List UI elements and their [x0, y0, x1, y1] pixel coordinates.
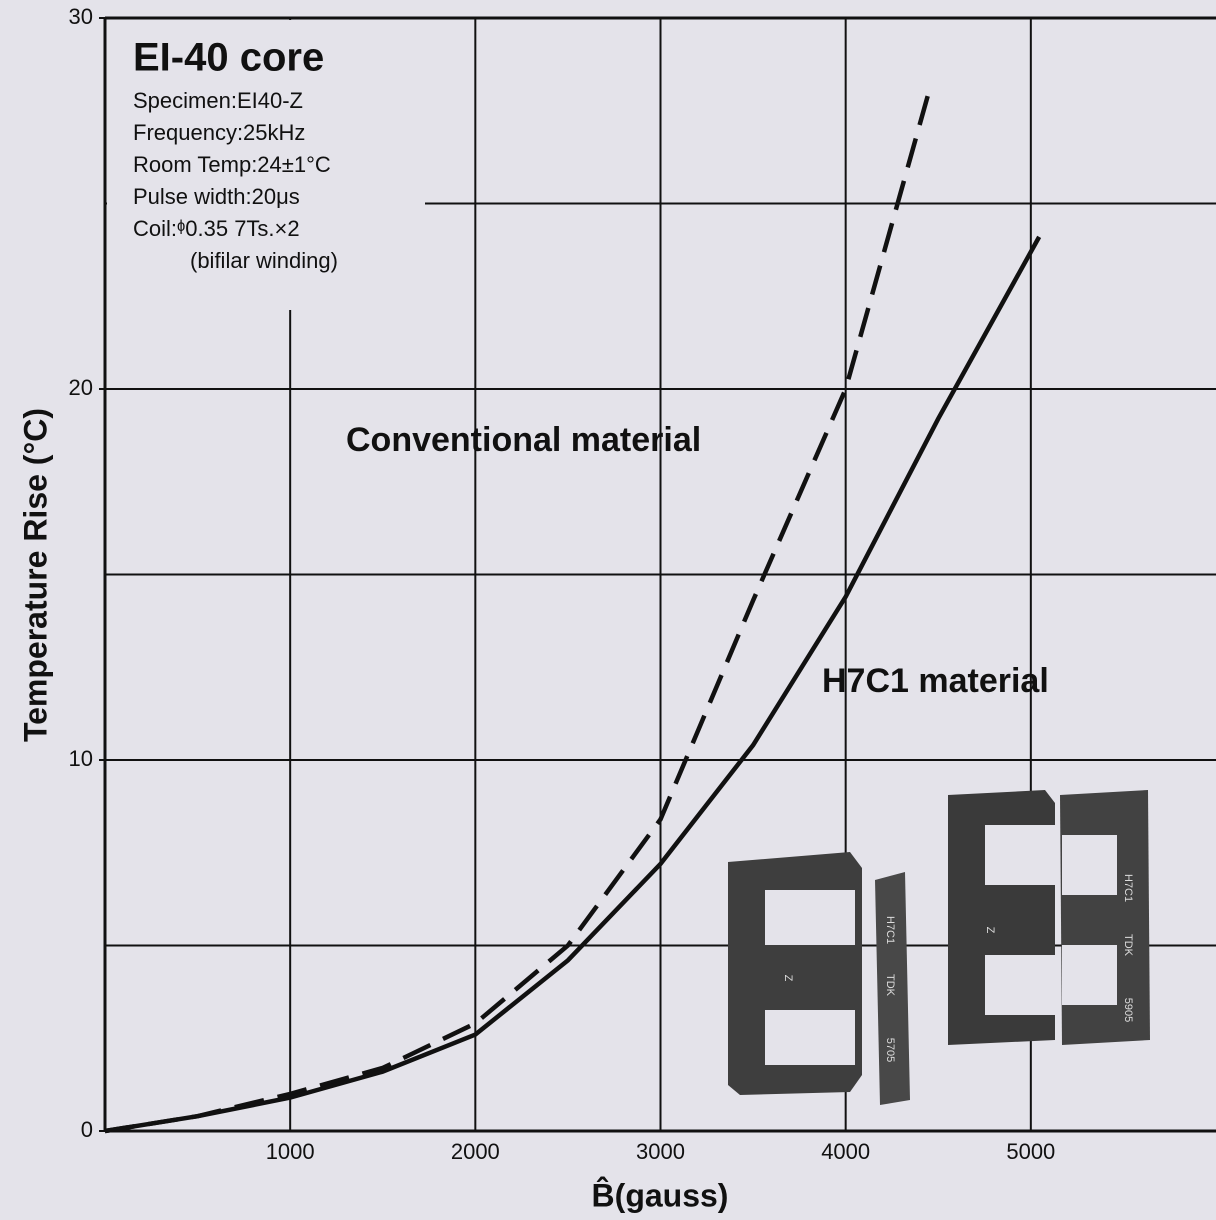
- condition-text: Room Temp:24±1°C: [133, 152, 331, 177]
- x-tick-label: 2000: [451, 1139, 500, 1164]
- photo-label: H7C1: [884, 916, 896, 944]
- core-slot: [985, 825, 1055, 885]
- core-e-right: [1060, 790, 1150, 1045]
- y-tick-label: 10: [69, 746, 93, 771]
- series-label: H7C1 material: [822, 662, 1049, 700]
- photo-label: TDK: [884, 974, 896, 997]
- photo-label: H7C1: [1122, 874, 1134, 902]
- series-label: Conventional material: [346, 421, 701, 459]
- photo-label: 5905: [1122, 998, 1134, 1022]
- core-slot: [985, 955, 1055, 1015]
- core-i-left: [875, 872, 910, 1105]
- x-axis-label: B̂(gauss): [592, 1177, 729, 1214]
- core-slot: [1062, 835, 1117, 895]
- core-slot: [765, 890, 855, 945]
- core-photo: [728, 790, 1150, 1105]
- condition-text: (bifilar winding): [190, 248, 338, 273]
- data-line: [104, 235, 1042, 1134]
- y-tick-label: 0: [81, 1117, 93, 1142]
- chart-title: EI-40 core: [133, 36, 324, 80]
- y-axis-label: Temperature Rise (°C): [17, 408, 53, 742]
- x-tick-label: 3000: [636, 1139, 685, 1164]
- y-tick-label: 20: [69, 375, 93, 400]
- core-slot: [1062, 945, 1117, 1005]
- core-slot: [765, 1010, 855, 1065]
- photo-label: 5705: [884, 1038, 896, 1062]
- photo-label: Z: [782, 975, 794, 982]
- condition-text: Pulse width:20μs: [133, 184, 300, 209]
- photo-label: TDK: [1122, 934, 1134, 957]
- condition-text: Frequency:25kHz: [133, 120, 305, 145]
- y-tick-label: 30: [69, 4, 93, 29]
- condition-text: Specimen:EI40-Z: [133, 88, 303, 113]
- legend-box: [107, 20, 425, 310]
- photo-label: Z: [984, 927, 996, 934]
- x-tick-label: 5000: [1006, 1139, 1055, 1164]
- condition-text: Coil:ᶲ0.35 7Ts.×2: [133, 216, 300, 241]
- x-tick-label: 4000: [821, 1139, 870, 1164]
- x-tick-label: 1000: [266, 1139, 315, 1164]
